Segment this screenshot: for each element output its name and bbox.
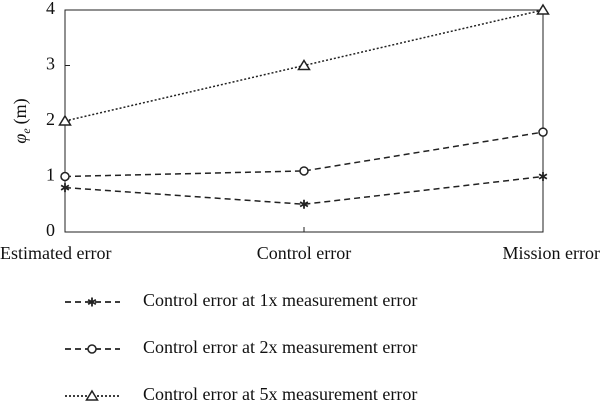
y-label-unit: (m): [10, 98, 31, 124]
y-tick-label: 4: [46, 0, 55, 18]
y-label-symbol: φ: [10, 134, 30, 144]
series-line: [64, 131, 544, 178]
data-point: [60, 183, 70, 193]
data-point: [297, 59, 311, 71]
legend-marker: [87, 344, 97, 354]
x-tick-label: Mission error: [503, 243, 600, 263]
legend-label: Control error at 2x measurement error: [143, 337, 417, 357]
y-tick-label: 3: [46, 54, 55, 74]
legend-marker: [85, 389, 99, 401]
data-point: [299, 166, 309, 176]
y-axis-label: φe (m): [10, 98, 33, 143]
y-label-subscript: e: [19, 128, 33, 134]
plot-frame: [64, 9, 544, 233]
data-point: [538, 127, 548, 137]
data-point: [60, 171, 70, 182]
x-tick-label: Control error: [257, 243, 351, 263]
data-point: [538, 172, 548, 181]
x-tick-label: Estimated error: [0, 243, 111, 263]
legend-label: Control error at 5x measurement error: [143, 384, 417, 404]
legend-label: Control error at 1x measurement error: [143, 290, 417, 310]
data-point: [299, 199, 309, 209]
y-tick-label: 1: [46, 165, 55, 185]
y-tick-label: 2: [46, 109, 55, 129]
data-point: [58, 114, 72, 126]
data-point: [536, 3, 550, 15]
legend-marker: [87, 297, 97, 307]
y-tick-label: 0: [46, 220, 55, 240]
